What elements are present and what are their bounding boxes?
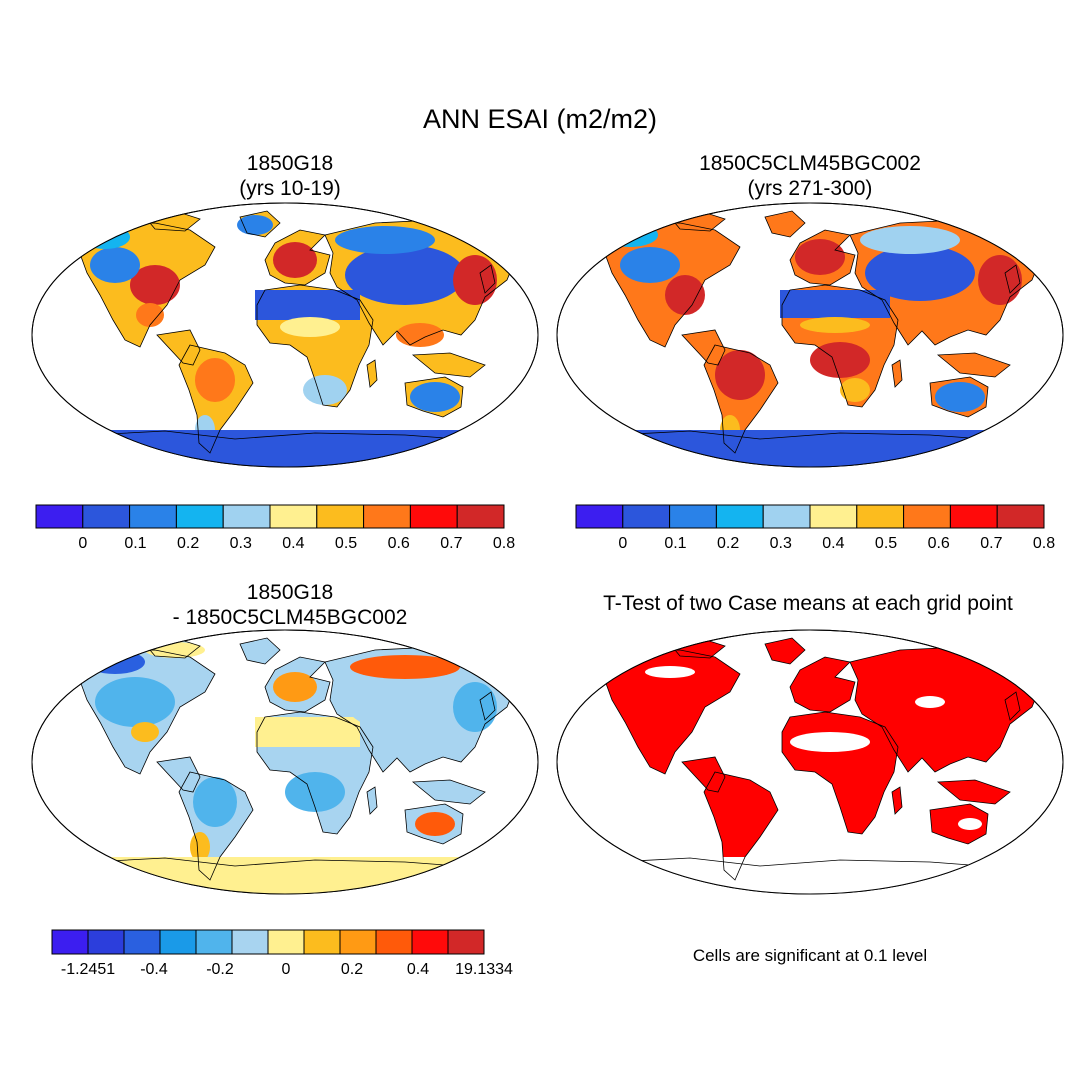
- colorbar-diff-swatch: [375, 929, 413, 955]
- colorbar-case2-tick-label: 0.7: [980, 535, 1002, 552]
- colorbar-case1-swatch: [35, 504, 84, 529]
- colorbar-case1-tick-label: 0.8: [493, 535, 515, 552]
- colorbar-case2-tick-label: 0.6: [928, 535, 950, 552]
- colorbar-case1-swatch: [129, 504, 177, 529]
- colorbar-case2-tick-label: 0.3: [770, 535, 792, 552]
- map-panel-case1: [31, 202, 539, 468]
- colorbar-case1-swatch: [269, 504, 318, 529]
- colorbar-case1-tick-label: 0.6: [388, 535, 410, 552]
- colorbar-case2-tick-label: 0.4: [822, 535, 844, 552]
- colorbar-diff: -1.2451 -0.4 -0.2 0 0.2 0.4 19.1334: [51, 929, 513, 978]
- colorbar-diff-swatch: [303, 929, 341, 955]
- colorbar-case2-tick-label: 0.2: [717, 535, 739, 552]
- colorbar-case1-swatch: [82, 504, 131, 529]
- map-panel-ttest: [556, 629, 1064, 895]
- colorbar-diff-tick-label: -0.4: [140, 961, 168, 978]
- colorbar-case1: 0 0.1 0.2 0.3 0.4 0.5 0.6 0.7 0.8: [35, 504, 515, 552]
- colorbar-case2-swatch: [715, 504, 764, 529]
- colorbar-case2: 0 0.1 0.2 0.3 0.4 0.5 0.6 0.7 0.8: [575, 504, 1055, 552]
- colorbar-case1-swatch: [175, 504, 224, 529]
- colorbar-case2-swatch: [949, 504, 998, 529]
- colorbar-diff-swatch: [231, 929, 269, 955]
- panel1-title: 1850G18: [246, 152, 334, 175]
- colorbar-diff-swatch: [195, 929, 233, 955]
- colorbar-diff-swatch: [267, 929, 305, 955]
- colorbar-case1-swatch: [456, 504, 505, 529]
- colorbar-case1-tick-label: 0.4: [282, 535, 304, 552]
- colorbar-diff-tick-label: -1.2451: [61, 961, 115, 978]
- significance-note: Cells are significant at 0.1 level: [692, 946, 928, 965]
- colorbar-case1-swatch: [409, 504, 458, 529]
- panel3-subtitle: - 1850C5CLM45BGC002: [172, 606, 408, 629]
- colorbar-case2-swatch: [856, 504, 905, 529]
- colorbar-case2-tick-label: 0.1: [664, 535, 686, 552]
- panel1-subtitle: (yrs 10-19): [239, 177, 341, 200]
- colorbar-case1-tick-label: 0.1: [124, 535, 146, 552]
- colorbar-case2-swatch: [903, 504, 951, 529]
- colorbar-diff-tick-label: 19.1334: [455, 961, 513, 978]
- colorbar-diff-tick-label: 0.4: [407, 961, 429, 978]
- colorbar-diff-swatch: [159, 929, 197, 955]
- colorbar-case1-swatch: [316, 504, 365, 529]
- colorbar-case1-swatch: [363, 504, 411, 529]
- colorbar-diff-swatch: [339, 929, 377, 955]
- colorbar-case2-swatch: [762, 504, 811, 529]
- colorbar-case1-tick-label: 0.5: [335, 535, 357, 552]
- colorbar-case2-tick-label: 0: [618, 535, 627, 552]
- map-panel-case2: [556, 202, 1064, 468]
- colorbar-case2-swatch: [669, 504, 717, 529]
- colorbar-diff-swatch: [411, 929, 449, 955]
- colorbar-diff-swatch: [51, 929, 89, 955]
- colorbar-diff-swatch: [447, 929, 485, 955]
- panel2-subtitle: (yrs 271-300): [747, 177, 873, 200]
- colorbar-case1-tick-label: 0.2: [177, 535, 199, 552]
- colorbar-case1-tick-label: 0: [78, 535, 87, 552]
- colorbar-case2-swatch: [809, 504, 858, 529]
- colorbar-diff-tick-label: -0.2: [206, 961, 234, 978]
- colorbar-case2-tick-label: 0.8: [1033, 535, 1055, 552]
- colorbar-diff-tick-label: 0.2: [341, 961, 363, 978]
- panel2-title: 1850C5CLM45BGC002: [699, 152, 921, 175]
- figure-title: ANN ESAI (m2/m2): [422, 104, 658, 134]
- colorbar-case2-tick-label: 0.5: [875, 535, 897, 552]
- panel3-title: 1850G18: [246, 581, 334, 604]
- map-panel-diff: [31, 629, 539, 895]
- colorbar-case1-swatch: [222, 504, 271, 529]
- panel4-title: T-Test of two Case means at each grid po…: [603, 592, 1013, 615]
- colorbar-case1-tick-label: 0.3: [230, 535, 252, 552]
- colorbar-diff-tick-label: 0: [282, 961, 291, 978]
- colorbar-case2-swatch: [622, 504, 671, 529]
- colorbar-case1-tick-label: 0.7: [440, 535, 462, 552]
- colorbar-diff-swatch: [123, 929, 161, 955]
- colorbar-case2-swatch: [996, 504, 1045, 529]
- colorbar-case2-swatch: [575, 504, 624, 529]
- colorbar-diff-swatch: [87, 929, 125, 955]
